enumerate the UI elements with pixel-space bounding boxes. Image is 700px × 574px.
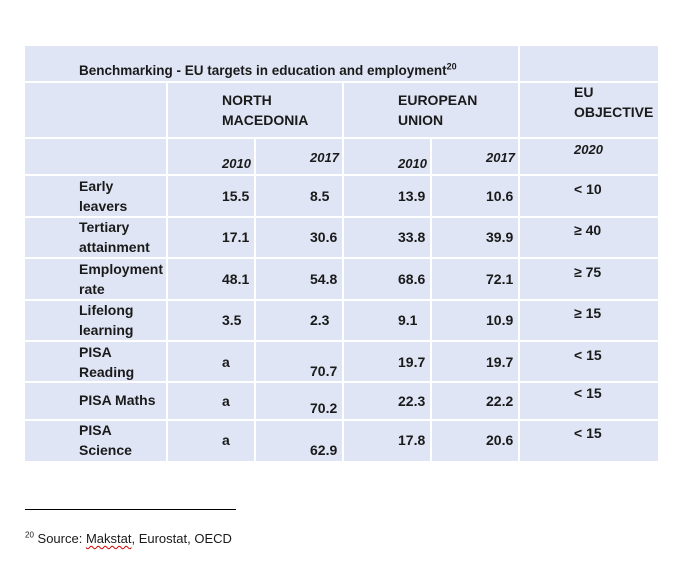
- table-title: Benchmarking - EU targets in education a…: [79, 61, 457, 78]
- table-cell: 13.9: [398, 188, 426, 204]
- row-label: Employment rate: [79, 261, 164, 297]
- table-cell: 68.6: [398, 271, 426, 287]
- year-eu-2010: 2010: [398, 156, 427, 171]
- table-cell: 17.8: [398, 432, 426, 448]
- footnote-divider: [25, 509, 236, 510]
- table-cell: ≥ 15: [574, 305, 602, 321]
- table-cell: 8.5: [310, 188, 330, 204]
- table-cell: < 15: [574, 425, 602, 441]
- table-cell: 10.6: [486, 188, 514, 204]
- table-cell: 19.7: [398, 354, 426, 370]
- row-label: Tertiary attainment: [79, 219, 150, 255]
- table-cell: 9.1: [398, 312, 418, 328]
- table-cell: 39.9: [486, 229, 514, 245]
- table-cell: 70.2: [310, 400, 338, 416]
- table-cell: ≥ 40: [574, 222, 602, 238]
- table-cell: 22.2: [486, 393, 514, 409]
- year-nm-2017: 2017: [310, 150, 339, 165]
- table-cell: < 10: [574, 181, 602, 197]
- table-cell: 3.5: [222, 312, 242, 328]
- table-cell: 17.1: [222, 229, 250, 245]
- table-cell: 72.1: [486, 271, 514, 287]
- year-objective-2020: 2020: [574, 142, 603, 157]
- header-north-macedonia: NORTH MACEDONIA: [222, 92, 309, 128]
- table-cell: 10.9: [486, 312, 514, 328]
- table-cell: 62.9: [310, 442, 338, 458]
- table-cell: < 15: [574, 385, 602, 401]
- row-label: PISA Reading: [79, 344, 135, 380]
- table-cell: a: [222, 354, 230, 370]
- year-nm-2010: 2010: [222, 156, 251, 171]
- table-cell: ≥ 75: [574, 264, 602, 280]
- benchmark-table: Benchmarking - EU targets in education a…: [25, 46, 658, 461]
- row-label: PISA Maths: [79, 392, 156, 408]
- spellcheck-word: Makstat: [85, 531, 132, 546]
- header-european-union: EUROPEAN UNION: [398, 92, 478, 128]
- header-eu-objective: EU OBJECTIVE: [574, 84, 654, 120]
- table-cell: 19.7: [486, 354, 514, 370]
- year-eu-2017: 2017: [486, 150, 515, 165]
- table-cell: 15.5: [222, 188, 250, 204]
- table-cell: a: [222, 432, 230, 448]
- table-cell: < 15: [574, 347, 602, 363]
- table-cell: 70.7: [310, 363, 338, 379]
- table-cell: 48.1: [222, 271, 250, 287]
- table-cell: 33.8: [398, 229, 426, 245]
- footnote: 20 Source: Makstat, Eurostat, OECD: [25, 530, 232, 546]
- row-label: PISA Science: [79, 422, 132, 458]
- table-cell: 2.3: [310, 312, 330, 328]
- table-cell: 54.8: [310, 271, 338, 287]
- row-label: Early leavers: [79, 178, 128, 214]
- row-label: Lifelong learning: [79, 302, 134, 338]
- table-cell: 30.6: [310, 229, 338, 245]
- table-cell: 22.3: [398, 393, 426, 409]
- table-cell: a: [222, 393, 230, 409]
- table-cell: 20.6: [486, 432, 514, 448]
- footnote-ref: 20: [446, 61, 457, 72]
